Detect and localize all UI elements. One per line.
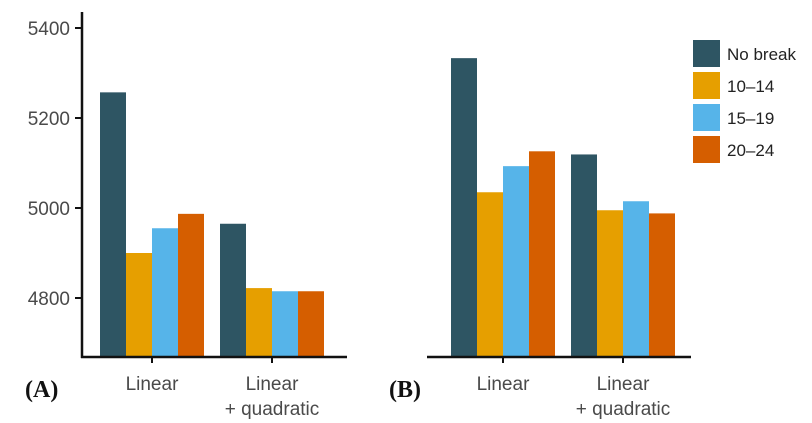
bar bbox=[503, 166, 529, 357]
bar bbox=[272, 291, 298, 357]
legend-label: 10–14 bbox=[727, 77, 774, 96]
chart-panel-a: Linear Linear + quadratic 4800 5000 5200 5400 (… bbox=[25, 12, 347, 420]
legend: No break 10–14 15–19 20–24 bbox=[693, 40, 796, 163]
legend-swatch bbox=[693, 72, 720, 99]
y-tick-label: 5400 bbox=[28, 19, 70, 40]
y-tick-label: 5200 bbox=[28, 109, 70, 130]
x-tick-label: + quadratic bbox=[576, 399, 671, 420]
x-tick-label: Linear bbox=[246, 374, 299, 395]
bar bbox=[152, 228, 178, 357]
chart-panel-b: Linear Linear + quadratic (B) bbox=[389, 58, 691, 420]
bar bbox=[529, 151, 555, 357]
bar bbox=[597, 210, 623, 357]
bar bbox=[649, 213, 675, 357]
bar bbox=[298, 291, 324, 357]
legend-label: 20–24 bbox=[727, 141, 774, 160]
x-tick-label: Linear bbox=[477, 374, 530, 395]
bar bbox=[477, 192, 503, 357]
legend-swatch bbox=[693, 136, 720, 163]
legend-label: No break bbox=[727, 45, 796, 64]
x-tick-label: Linear bbox=[597, 374, 650, 395]
bar bbox=[178, 213, 204, 357]
bar bbox=[571, 154, 597, 357]
bar bbox=[623, 201, 649, 357]
x-tick-label: + quadratic bbox=[225, 399, 320, 420]
legend-swatch bbox=[693, 104, 720, 131]
y-tick-label: 4800 bbox=[28, 289, 70, 310]
bar bbox=[246, 288, 272, 357]
bar bbox=[126, 253, 152, 357]
bar bbox=[220, 223, 246, 357]
legend-label: 15–19 bbox=[727, 109, 774, 128]
y-tick-label: 5000 bbox=[28, 199, 70, 220]
bar bbox=[451, 58, 477, 358]
bar bbox=[100, 92, 126, 357]
legend-swatch bbox=[693, 40, 720, 67]
panel-label: (B) bbox=[389, 377, 421, 403]
panel-label: (A) bbox=[25, 377, 58, 403]
x-tick-label: Linear bbox=[126, 374, 179, 395]
